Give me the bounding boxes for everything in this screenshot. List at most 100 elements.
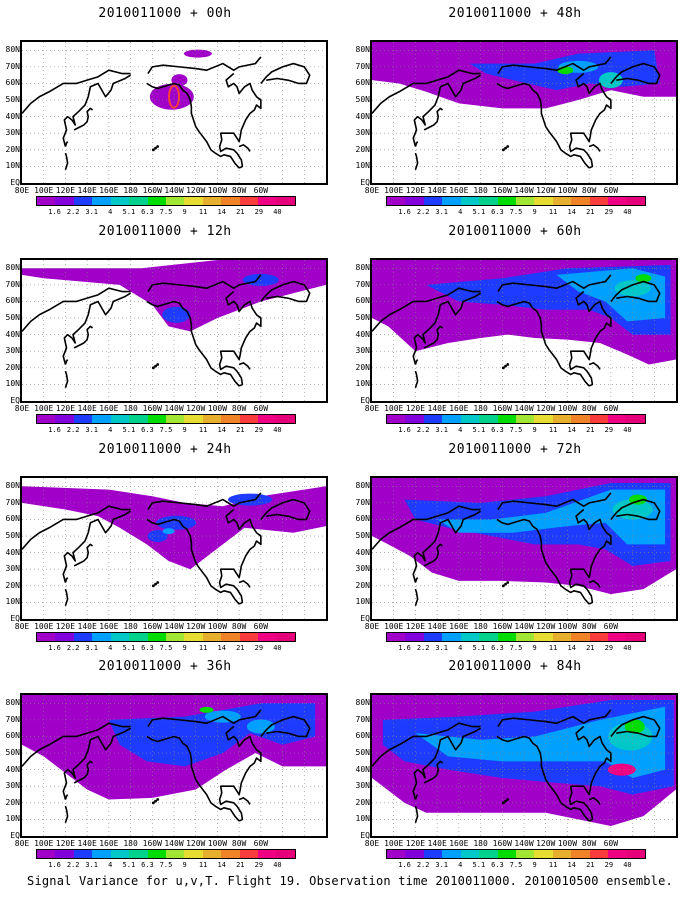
x-tick-label: 120W — [186, 186, 206, 195]
y-tick-label: 80N — [5, 45, 20, 55]
y-tick-label: 50N — [355, 748, 370, 758]
colorbar-label: 6.3 — [491, 644, 504, 652]
x-tick-label: 80W — [581, 186, 597, 195]
y-tick-label: 40N — [355, 764, 370, 774]
colorbar-label: 5.1 — [122, 426, 136, 434]
colorbar-label: 7.5 — [509, 861, 523, 869]
colorbar-label: 29 — [254, 644, 264, 652]
colorbar-swatch — [110, 633, 130, 641]
island — [506, 798, 510, 801]
x-tick-label: 100E — [34, 186, 54, 195]
y-tick-label: 40N — [355, 329, 370, 339]
colorbar-swatch — [221, 415, 240, 423]
x-tick-label: 160W — [142, 622, 162, 631]
x-tick-label: 100W — [207, 186, 228, 195]
colorbar-label: 5.1 — [472, 644, 486, 652]
colorbar-swatch — [147, 415, 166, 423]
coastline — [496, 82, 590, 169]
colorbar-swatch — [221, 633, 240, 641]
x-tick-label: 140E — [77, 622, 97, 631]
x-tick-label: 60W — [253, 622, 269, 631]
x-tick-label: 120W — [536, 186, 556, 195]
coastline — [147, 709, 262, 727]
colorbar-label: 9 — [532, 861, 537, 869]
colorbar-swatch — [479, 197, 498, 205]
colorbar-swatch — [552, 633, 572, 641]
colorbar-swatch — [387, 415, 406, 423]
y-tick-label: 60N — [355, 78, 370, 88]
colorbar-label: 3.1 — [85, 426, 99, 434]
x-tick-label: 100W — [207, 404, 228, 413]
y-tick-label: 70N — [5, 61, 20, 71]
x-tick-label: 80E — [14, 186, 30, 195]
coastline — [218, 72, 262, 169]
map-area — [370, 476, 678, 621]
map-area — [370, 40, 678, 185]
x-tick-label: 140E — [427, 404, 447, 413]
colorbar-swatch — [497, 415, 516, 423]
y-tick-label: 60N — [355, 731, 370, 741]
colorbar-label: 6.3 — [491, 208, 504, 216]
island — [154, 582, 157, 586]
colorbar-swatch — [534, 633, 553, 641]
x-tick-label: 140W — [514, 622, 534, 631]
y-tick-label: 20N — [355, 797, 370, 807]
y-tick-label: 70N — [355, 61, 370, 71]
colorbar-label: 9 — [182, 861, 187, 869]
colorbar-label: 2.2 — [66, 426, 80, 434]
island — [501, 801, 505, 805]
colorbar-label: 5.1 — [472, 208, 486, 216]
island — [506, 363, 510, 366]
x-tick-label: 180 — [123, 404, 138, 413]
y-tick-label: 80N — [5, 481, 20, 491]
coastline — [238, 362, 251, 370]
variance-region — [437, 489, 666, 545]
colorbar — [386, 632, 646, 642]
colorbar-label: 14 — [567, 861, 576, 869]
x-tick-label: 80E — [364, 622, 380, 631]
coastline — [414, 370, 419, 388]
x-tick-label: 140E — [427, 839, 447, 848]
x-axis-labels: 80E 100E 120E 140E 160E 180 160W 140W 120W 100W 80… — [0, 404, 330, 414]
colorbar-swatch — [221, 850, 240, 858]
x-tick-label: 180 — [123, 839, 138, 848]
coastline — [62, 727, 131, 800]
variance-region — [415, 706, 666, 778]
y-tick-label: EQ — [10, 831, 20, 840]
colorbar-label: 4 — [458, 208, 463, 216]
colorbar-label: 4 — [458, 861, 463, 869]
colorbar-label: 21 — [236, 861, 245, 869]
x-tick-label: 60W — [603, 404, 619, 413]
colorbar-swatch — [73, 415, 93, 423]
colorbar-swatch — [37, 850, 56, 858]
y-tick-label: 30N — [5, 564, 20, 574]
colorbar-swatch — [515, 415, 535, 423]
colorbar-swatch — [608, 415, 627, 423]
x-tick-label: 180 — [123, 622, 138, 631]
y-tick-label: 70N — [5, 497, 20, 507]
x-tick-label: 120W — [536, 622, 556, 631]
y-tick-label: 10N — [355, 814, 370, 824]
map-canvas — [372, 260, 676, 401]
coastline — [497, 709, 612, 727]
colorbar-swatch — [534, 415, 553, 423]
colorbar-label: 3.1 — [85, 861, 99, 869]
map-panel: 2010011000 + 00h 80N 70N 60N 50N 40N 30N 20N 10N… — [0, 0, 330, 228]
colorbar-swatch — [387, 633, 406, 641]
coastline — [218, 290, 262, 387]
map-canvas — [372, 695, 676, 836]
coastline — [73, 107, 94, 131]
coastline — [414, 359, 419, 365]
x-tick-label: 100E — [384, 186, 404, 195]
x-tick-label: 160E — [99, 404, 119, 413]
colorbar-label: 11 — [548, 861, 558, 869]
colorbar-labels: 1.6 2.2 3.1 4 5.1 6.3 7.5 9 11 14 21 29 40 — [386, 644, 646, 654]
colorbar-swatch — [571, 850, 590, 858]
x-tick-label: 80W — [581, 404, 597, 413]
x-axis-labels: 80E 100E 120E 140E 160E 180 160W 140W 120W 100W 80… — [350, 622, 680, 632]
y-tick-label: 20N — [5, 144, 20, 154]
coastline — [588, 797, 601, 805]
x-tick-label: 180 — [123, 186, 138, 195]
coastline — [64, 588, 69, 606]
coastline — [260, 498, 311, 521]
